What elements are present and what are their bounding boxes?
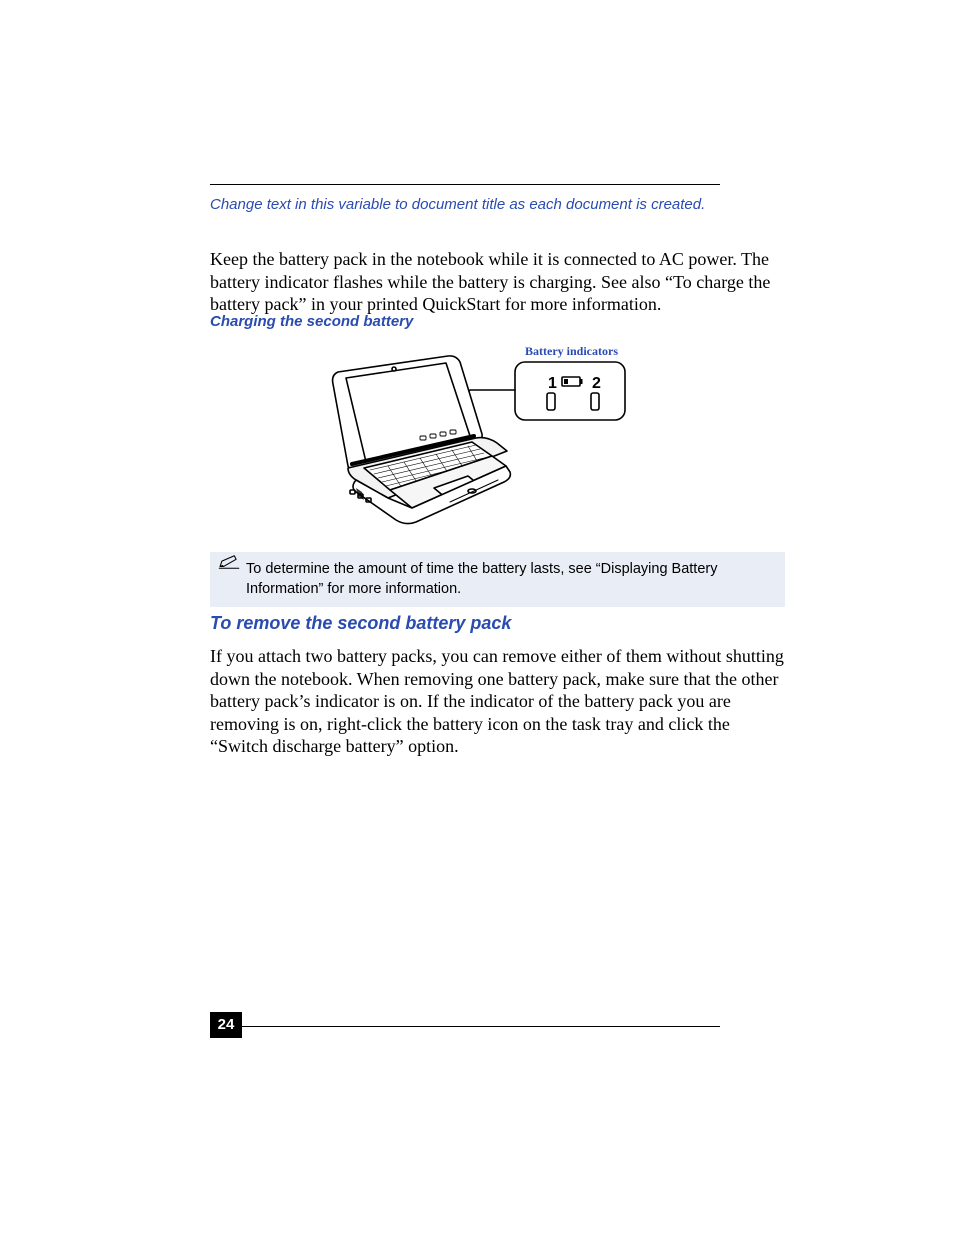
svg-text:2: 2 <box>592 375 601 392</box>
note-text: To determine the amount of time the batt… <box>246 561 717 597</box>
section-heading: To remove the second battery pack <box>210 613 511 634</box>
footer-rule <box>242 1026 720 1027</box>
note-box: To determine the amount of time the batt… <box>210 552 785 607</box>
laptop-line-drawing: 1 2 <box>300 340 660 550</box>
pencil-note-icon <box>218 554 240 570</box>
svg-text:1: 1 <box>548 375 557 392</box>
document-page: Change text in this variable to document… <box>0 0 954 1235</box>
page-number: 24 <box>210 1012 242 1038</box>
figure-caption: Charging the second battery <box>210 313 413 330</box>
section-paragraph: If you attach two battery packs, you can… <box>210 645 785 758</box>
header-rule <box>210 184 720 185</box>
laptop-battery-figure: 1 2 <box>300 340 660 550</box>
header-variable-text: Change text in this variable to document… <box>210 196 720 213</box>
intro-paragraph: Keep the battery pack in the notebook wh… <box>210 248 785 316</box>
